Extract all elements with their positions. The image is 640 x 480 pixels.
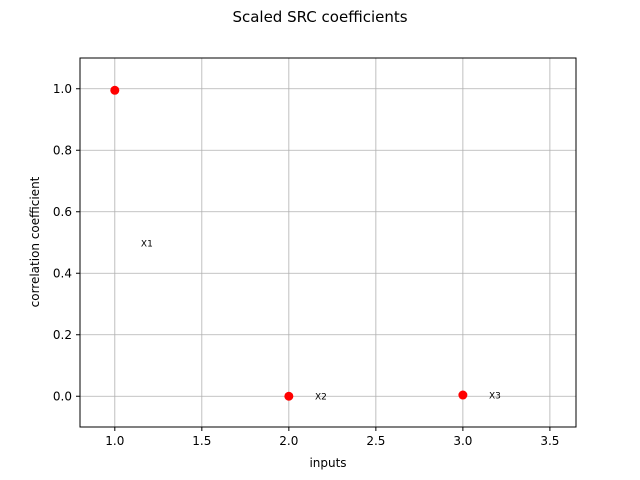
- x-tick-label: 3.5: [540, 434, 559, 448]
- y-tick-label: 0.2: [53, 328, 72, 342]
- plot-area-frame: [79, 57, 577, 428]
- chart-title: Scaled SRC coefficients: [232, 8, 407, 26]
- data-point: [284, 391, 294, 401]
- x-tick-label: 1.5: [192, 434, 211, 448]
- annotations: X1 X2 X3: [141, 239, 501, 402]
- y-tick-label: 1.0: [53, 82, 72, 96]
- y-tick-label: 0.6: [53, 205, 72, 219]
- point-annotation: X2: [315, 392, 327, 402]
- x-tick-label: 1.0: [105, 434, 124, 448]
- x-tick-label: 2.5: [366, 434, 385, 448]
- data-point: [458, 390, 468, 400]
- grid-lines: [80, 58, 576, 427]
- y-axis-label: correlation coefficient: [28, 176, 42, 307]
- point-annotation: X1: [141, 239, 153, 249]
- y-tick-label: 0.4: [53, 266, 72, 280]
- x-axis-label: inputs: [309, 456, 346, 470]
- y-tick-label: 0.0: [53, 389, 72, 403]
- x-tick-label: 3.0: [453, 434, 472, 448]
- data-point: [110, 85, 120, 95]
- x-tick-label: 2.0: [279, 434, 298, 448]
- axis-ticks: 1.0 1.5 2.0 2.5 3.0 3.5 0.0 0.2 0.4 0.6 0.8 1.0: [53, 82, 560, 448]
- y-tick-label: 0.8: [53, 143, 72, 157]
- point-annotation: X3: [489, 392, 501, 402]
- data-points: [110, 85, 468, 401]
